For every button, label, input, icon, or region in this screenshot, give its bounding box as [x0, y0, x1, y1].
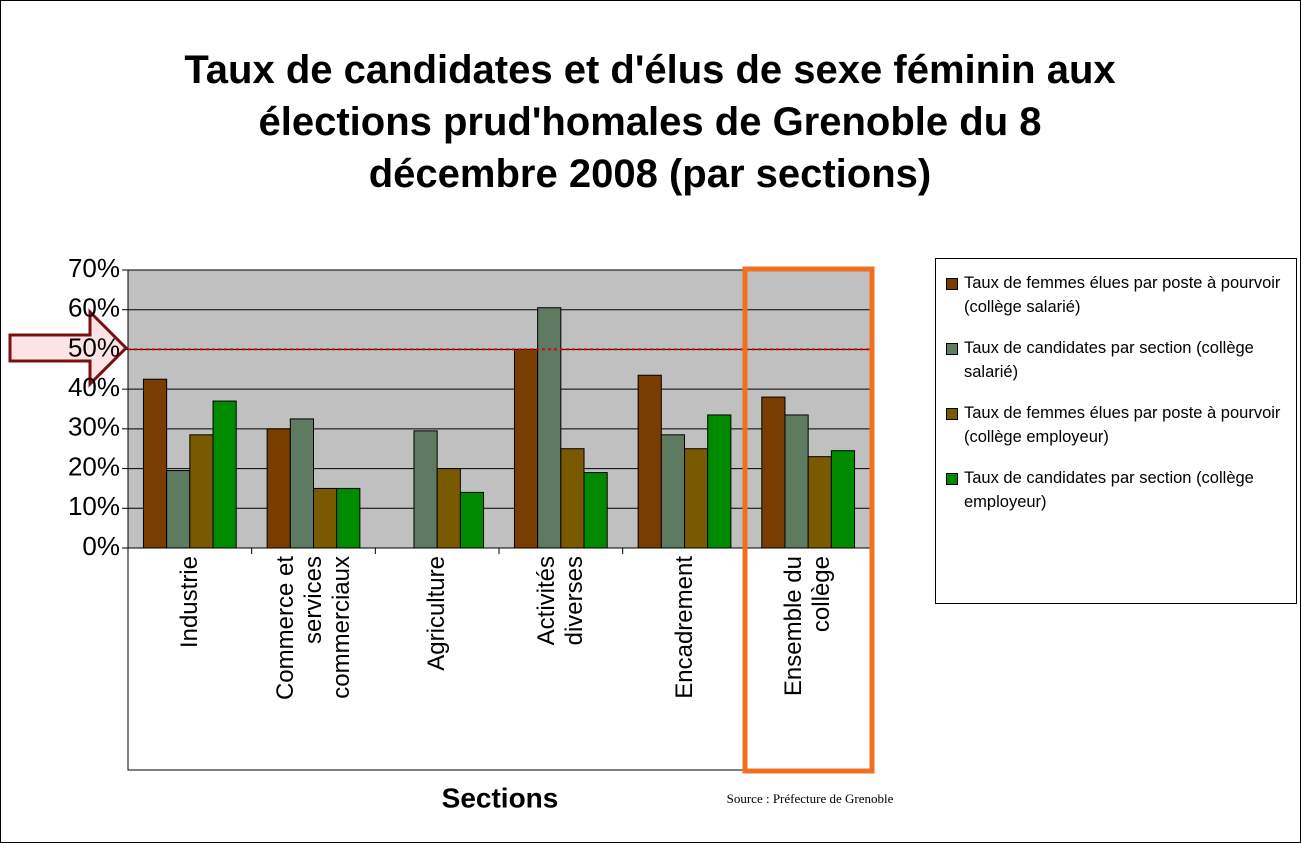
x-tick-label: Commerce et services commerciaux	[271, 556, 355, 701]
bar	[660, 434, 685, 549]
legend-label: Taux de candidates par section (collège …	[964, 469, 1254, 511]
bar	[537, 307, 562, 549]
y-tick-label: 20%	[68, 451, 120, 481]
plot-area	[127, 269, 871, 549]
bar	[266, 428, 291, 549]
bar	[142, 378, 168, 549]
bar	[313, 487, 338, 549]
legend-label: Taux de femmes élues par poste à pourvoi…	[964, 404, 1281, 446]
legend-item: Taux de candidates par section (collège …	[946, 336, 1296, 384]
y-tick-label: 30%	[68, 412, 120, 442]
legend-label: Taux de candidates par section (collège …	[964, 339, 1254, 381]
bar	[761, 396, 786, 549]
bar	[413, 430, 438, 549]
bar	[212, 400, 237, 549]
legend-item: Taux de femmes élues par poste à pourvoi…	[946, 401, 1296, 449]
x-tick-label: Ensemble du collège	[780, 556, 836, 697]
x-tick-label: Agriculture	[423, 556, 451, 671]
bar	[684, 448, 709, 549]
x-tick-label: Industrie	[175, 556, 203, 649]
legend-swatch	[946, 343, 958, 355]
arrow-annotation	[8, 308, 129, 388]
legend: Taux de femmes élues par poste à pourvoi…	[935, 258, 1297, 604]
legend-swatch	[946, 278, 958, 290]
bar	[807, 456, 832, 549]
y-tick-label: 70%	[68, 253, 120, 283]
bar	[289, 418, 314, 549]
bar	[336, 487, 361, 549]
bar	[830, 450, 856, 549]
legend-swatch	[946, 408, 958, 420]
legend-item: Taux de femmes élues par poste à pourvoi…	[946, 271, 1296, 319]
bar	[707, 414, 732, 549]
y-tick-label: 0%	[82, 531, 120, 561]
y-tick-label: 50%	[68, 332, 120, 362]
bar	[583, 472, 608, 549]
bar	[166, 470, 191, 549]
legend-swatch	[946, 473, 958, 485]
y-tick-label: 40%	[68, 372, 120, 402]
x-axis-label: Sections	[442, 782, 559, 813]
highlight-box	[742, 266, 875, 774]
x-tick-label: Activités diverses	[532, 556, 588, 646]
x-tick-label: Encadrement	[670, 556, 698, 699]
legend-label: Taux de femmes élues par poste à pourvoi…	[964, 274, 1281, 316]
bar	[784, 414, 809, 549]
bar	[637, 374, 662, 549]
legend-item: Taux de candidates par section (collège …	[946, 466, 1296, 514]
chart-title: Taux de candidates et d'élus de sexe fém…	[184, 48, 1116, 196]
y-tick-label: 60%	[68, 293, 120, 323]
category-area	[127, 547, 871, 771]
source-note: Source : Préfecture de Grenoble	[727, 791, 894, 806]
bar	[459, 491, 485, 549]
bar	[436, 468, 461, 549]
bar	[189, 434, 214, 549]
bar	[560, 448, 585, 549]
bar	[513, 348, 539, 549]
y-tick-label: 10%	[68, 491, 120, 521]
